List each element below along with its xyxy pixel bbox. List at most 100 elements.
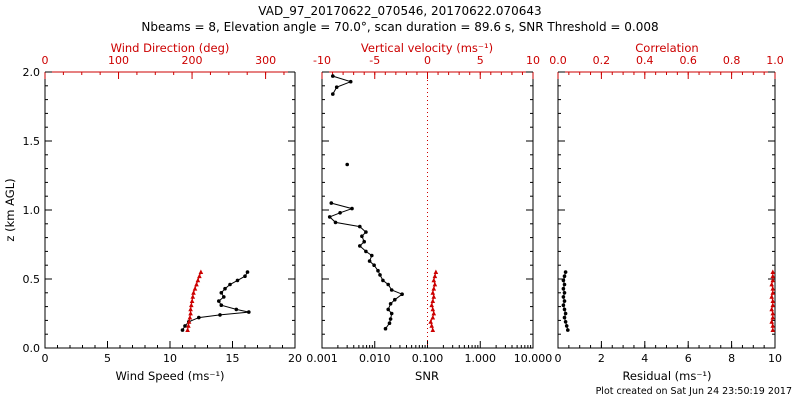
data-point-vertical-velocity (433, 269, 439, 274)
data-point-snr (364, 230, 368, 234)
x-tick-label: 0.001 (306, 352, 338, 365)
plot-title: VAD_97_20170622_070546, 20170622.070643 (258, 4, 541, 18)
data-point-residual (561, 303, 566, 308)
data-point-wind-direction (197, 273, 202, 279)
panel-residual: 0 2 4 6 8 10 0.0 0.2 0.4 0.6 0.8 1.0 (549, 54, 784, 365)
data-point-vertical-velocity (431, 310, 437, 316)
data-point-snr (338, 211, 342, 215)
x-tick-label: 6 (685, 352, 692, 365)
data-point-vertical-velocity (430, 290, 436, 295)
vertical-velocity-axis-label: Vertical velocity (ms⁻¹) (361, 41, 493, 55)
top-tick-label: 0 (42, 54, 49, 67)
plot-subtitle: Nbeams = 8, Elevation angle = 70.0°, sca… (141, 20, 658, 34)
data-point-residual (562, 291, 567, 295)
data-point-snr (345, 162, 350, 167)
data-point-wind-direction (185, 327, 190, 332)
top-tick-label: 10 (526, 54, 540, 67)
top-tick-label: -5 (369, 54, 380, 67)
top-tick-label: 1.0 (766, 54, 784, 67)
data-line (182, 271, 249, 331)
data-point-wind-direction (191, 290, 196, 295)
data-point-snr (331, 92, 335, 96)
data-point-snr (333, 220, 338, 225)
data-point-correlation (770, 290, 776, 295)
data-point-vertical-velocity (432, 281, 438, 287)
data-point-snr (364, 249, 368, 254)
top-tick-label: 5 (477, 54, 484, 67)
x-tick-label: 10 (768, 352, 782, 365)
top-tick-label: -10 (313, 54, 331, 67)
plot-footer: Plot created on Sat Jun 24 23:50:19 2017 (596, 386, 792, 397)
data-point-snr (350, 206, 354, 211)
data-point-residual (562, 307, 567, 312)
data-point-residual (562, 274, 567, 279)
x-tick-label: 0 (42, 352, 49, 365)
data-point-residual (563, 311, 568, 316)
data-point-correlation (769, 319, 774, 324)
series-residual (561, 270, 570, 332)
data-point-residual (562, 315, 567, 320)
data-point-residual (561, 286, 566, 291)
panel-frame (44, 72, 296, 349)
data-point-snr (370, 253, 374, 258)
data-point-snr (389, 311, 394, 316)
x-tick-label: 0.010 (359, 352, 391, 365)
data-point-snr (383, 326, 388, 331)
data-point-wind-direction (188, 306, 193, 312)
data-point-snr (376, 268, 380, 273)
residual-axis-label: Residual (ms⁻¹) (622, 369, 711, 383)
series-snr (327, 74, 404, 331)
data-point-wind-speed (223, 286, 227, 291)
wind-direction-axis-label: Wind Direction (deg) (111, 41, 230, 55)
data-point-wind-speed (234, 307, 239, 312)
y-tick-label: 1.5 (23, 135, 41, 148)
data-point-wind-speed (235, 278, 240, 283)
data-point-snr (388, 317, 393, 321)
series-layer (180, 72, 776, 348)
top-tick-label: 200 (182, 54, 203, 67)
panel-snr: 0.001 0.010 0.100 1.000 10.000 -10 -5 0 5 10 (306, 54, 552, 365)
data-point-wind-direction (189, 302, 194, 308)
x-tick-label: 10.000 (514, 352, 553, 365)
data-point-snr (372, 263, 376, 268)
y-tick-label: 0.0 (23, 342, 41, 355)
data-point-wind-direction (198, 269, 204, 274)
z-axis-label: z (km AGL) (3, 178, 17, 241)
data-point-vertical-velocity (428, 319, 433, 324)
data-point-correlation (770, 327, 776, 332)
data-point-correlation (770, 286, 776, 291)
y-tick-label: 2.0 (23, 66, 41, 79)
data-point-wind-speed (180, 328, 185, 332)
data-point-snr (386, 307, 391, 312)
x-tick-label: 15 (226, 352, 240, 365)
series-wind-direction (185, 269, 204, 332)
data-point-wind-direction (190, 294, 196, 299)
data-point-wind-direction (188, 310, 193, 316)
data-point-residual (561, 278, 566, 283)
data-point-wind-speed (243, 274, 247, 279)
data-point-snr (360, 234, 364, 238)
data-point-snr (389, 288, 394, 292)
data-point-snr (331, 74, 335, 78)
correlation-axis-label: Correlation (635, 41, 698, 55)
top-tick-label: 0.0 (549, 54, 567, 67)
series-correlation (769, 269, 776, 332)
data-point-wind-direction (187, 315, 193, 320)
top-tick-label: 100 (108, 54, 129, 67)
data-point-snr (348, 79, 353, 84)
top-tick-label: 0.8 (723, 54, 741, 67)
panel-frame (557, 72, 776, 349)
data-point-correlation (770, 269, 776, 274)
data-point-snr (386, 282, 391, 287)
data-point-vertical-velocity (429, 302, 434, 308)
data-point-snr (334, 85, 339, 89)
wind-speed-axis-label: Wind Speed (ms⁻¹) (115, 369, 224, 383)
data-point-correlation (770, 310, 776, 316)
y-tick-label: 0.5 (23, 273, 41, 286)
x-tick-label: 5 (104, 352, 111, 365)
x-tick-label: 20 (288, 352, 302, 365)
x-tick-label: 8 (728, 352, 735, 365)
